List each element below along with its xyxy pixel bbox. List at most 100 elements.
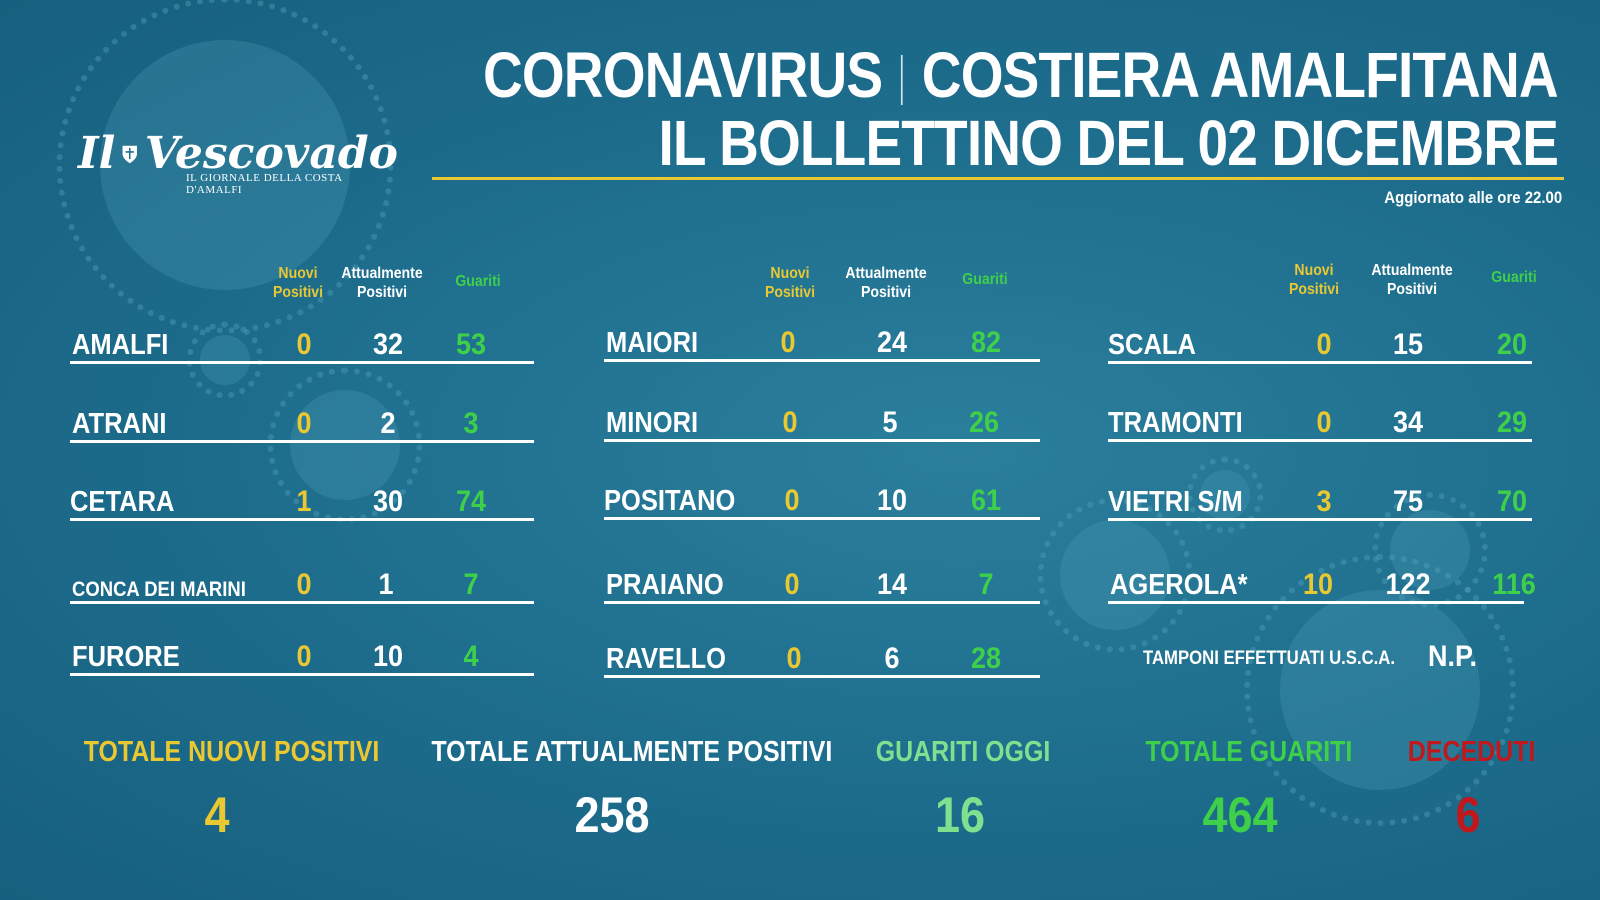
virus-decoration <box>1060 520 1170 630</box>
header-attualmente-positivi: Attualmente Positivi <box>1371 262 1453 298</box>
attualmente-positivi-value: 75 <box>1392 485 1424 518</box>
table-row: TRAMONTI 0 34 29 <box>1108 402 1532 442</box>
nuovi-positivi-value: 3 <box>1316 485 1332 518</box>
nuovi-positivi-value: 0 <box>780 326 796 359</box>
row-underline <box>604 517 1040 520</box>
guariti-value: 20 <box>1496 328 1528 361</box>
virus-decoration <box>1200 470 1250 520</box>
virus-decoration <box>200 335 250 385</box>
deceduti-label: DECEDUTI <box>1407 736 1536 768</box>
shield-emblem-icon <box>122 145 138 164</box>
town-name: PRAIANO <box>606 569 724 601</box>
nuovi-positivi-value: 0 <box>786 642 802 675</box>
guariti-value: 61 <box>970 484 1002 517</box>
header-attualmente-positivi: Attualmente Positivi <box>845 265 927 301</box>
attualmente-positivi-value: 1 <box>378 568 394 601</box>
row-underline <box>604 439 1040 442</box>
attualmente-positivi-value: 5 <box>882 406 898 439</box>
totale-guariti-label: TOTALE GUARITI <box>1145 736 1353 768</box>
guariti-value: 74 <box>455 485 487 518</box>
updated-time: Aggiornato alle ore 22.00 <box>1384 188 1562 207</box>
town-name: ATRANI <box>72 408 167 440</box>
total-nuovi-positivi-value: 4 <box>204 787 230 843</box>
nuovi-positivi-value: 1 <box>296 485 312 518</box>
attualmente-positivi-value: 122 <box>1385 568 1431 601</box>
header-nuovi-positivi: Nuovi Positivi <box>764 265 816 301</box>
logo: Il Vescovado IL GIORNALE DELLA COSTA D'A… <box>78 128 398 197</box>
attualmente-positivi-value: 32 <box>372 328 404 361</box>
table-row: MINORI 0 5 26 <box>604 402 1040 442</box>
header-attualmente-positivi: Attualmente Positivi <box>341 265 423 301</box>
guariti-value: 53 <box>455 328 487 361</box>
row-underline <box>1108 601 1524 604</box>
table-row: PRAIANO 0 14 7 <box>604 564 1040 604</box>
virus-decoration <box>1280 590 1480 790</box>
attualmente-positivi-value: 34 <box>1392 406 1424 439</box>
guariti-value: 3 <box>463 407 479 440</box>
town-name: AGEROLA* <box>1110 569 1248 601</box>
table-row: FURORE 0 10 4 <box>70 636 534 676</box>
town-name: TRAMONTI <box>1108 407 1243 439</box>
guariti-value: 70 <box>1496 485 1528 518</box>
tamponi-label: TAMPONI EFFETTUATI U.S.C.A. <box>1143 648 1396 669</box>
guariti-value: 28 <box>970 642 1002 675</box>
town-name: POSITANO <box>604 485 736 517</box>
total-attualmente-positivi-label: TOTALE ATTUALMENTE POSITIVI <box>431 736 833 768</box>
attualmente-positivi-value: 24 <box>876 326 908 359</box>
town-name: AMALFI <box>72 329 169 361</box>
table-row: RAVELLO 0 6 28 <box>604 638 1040 678</box>
row-underline <box>1108 361 1532 364</box>
nuovi-positivi-value: 0 <box>296 568 312 601</box>
guariti-oggi-label: GUARITI OGGI <box>875 736 1051 768</box>
nuovi-positivi-value: 0 <box>784 568 800 601</box>
guariti-value: 29 <box>1496 406 1528 439</box>
page-title: CORONAVIRUS COSTIERA AMALFITANA <box>483 38 1559 112</box>
table-row: AMALFI 0 32 53 <box>70 324 534 364</box>
title-right: COSTIERA AMALFITANA <box>922 39 1559 111</box>
guariti-value: 7 <box>463 568 479 601</box>
attualmente-positivi-value: 30 <box>372 485 404 518</box>
page-subtitle: IL BOLLETTINO DEL 02 DICEMBRE <box>658 107 1558 179</box>
row-underline <box>70 673 534 676</box>
town-name: MAIORI <box>606 327 699 359</box>
town-name: CETARA <box>70 486 175 518</box>
nuovi-positivi-value: 0 <box>1316 406 1332 439</box>
row-underline <box>604 675 1040 678</box>
attualmente-positivi-value: 15 <box>1392 328 1424 361</box>
attualmente-positivi-value: 10 <box>876 484 908 517</box>
title-separator <box>901 55 904 106</box>
table-row: MAIORI 0 24 82 <box>604 322 1040 362</box>
logo-text-il: Il <box>78 128 116 179</box>
row-underline <box>70 518 534 521</box>
row-underline <box>1108 439 1532 442</box>
nuovi-positivi-value: 0 <box>782 406 798 439</box>
guariti-value: 7 <box>978 568 994 601</box>
virus-decoration <box>290 390 400 500</box>
town-name: SCALA <box>1108 329 1196 361</box>
total-nuovi-positivi-label: TOTALE NUOVI POSITIVI <box>83 736 380 768</box>
nuovi-positivi-value: 0 <box>1316 328 1332 361</box>
deceduti-value: 6 <box>1455 787 1481 843</box>
title-left: CORONAVIRUS <box>483 39 883 111</box>
town-name: MINORI <box>606 407 699 439</box>
nuovi-positivi-value: 0 <box>296 407 312 440</box>
table-row: AGEROLA* 10 122 116 <box>1108 564 1536 604</box>
totale-guariti-value: 464 <box>1202 787 1278 843</box>
header-guariti: Guariti <box>1491 269 1537 286</box>
row-underline <box>604 359 1040 362</box>
town-name: FURORE <box>72 641 180 673</box>
table-row: SCALA 0 15 20 <box>1108 324 1532 364</box>
attualmente-positivi-value: 6 <box>884 642 900 675</box>
row-underline <box>604 601 1040 604</box>
header-divider <box>432 177 1564 180</box>
guariti-value: 4 <box>463 640 479 673</box>
tamponi-value: N.P. <box>1428 640 1478 673</box>
town-name: RAVELLO <box>606 643 727 675</box>
nuovi-positivi-value: 10 <box>1302 568 1334 601</box>
town-name: VIETRI S/M <box>1108 486 1243 518</box>
nuovi-positivi-value: 0 <box>784 484 800 517</box>
guariti-oggi-value: 16 <box>934 787 986 843</box>
logo-text-vescovado: Vescovado <box>144 128 398 179</box>
header-nuovi-positivi: Nuovi Positivi <box>272 265 324 301</box>
row-underline <box>70 440 534 443</box>
